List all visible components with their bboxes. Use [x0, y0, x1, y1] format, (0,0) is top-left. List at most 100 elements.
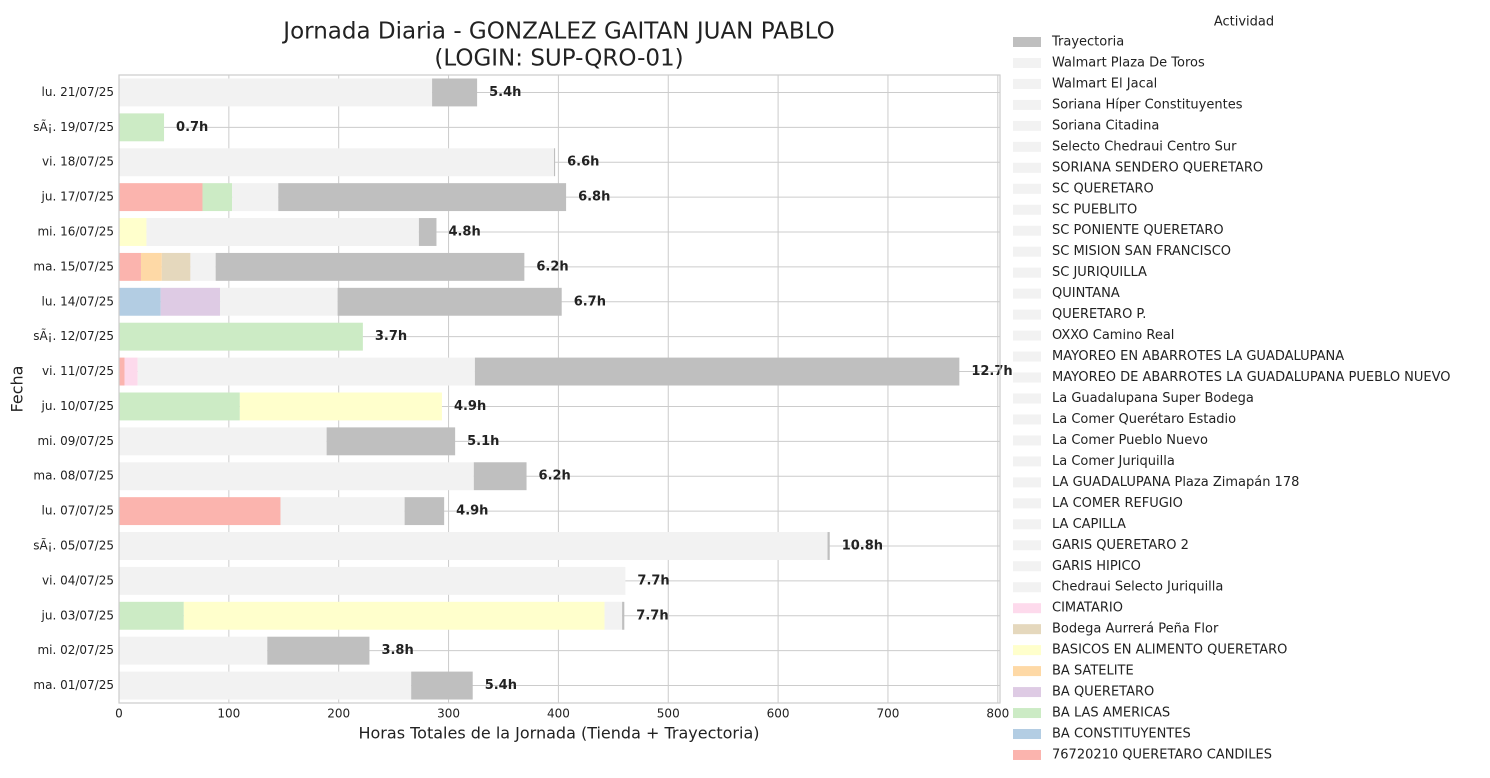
- y-tick-label: vi. 11/07/25: [42, 364, 114, 378]
- total-label: 4.9h: [456, 504, 488, 519]
- legend-swatch: [1013, 519, 1041, 530]
- bar-segment: [418, 218, 437, 246]
- bar-segment: [326, 427, 456, 456]
- bar-segment: [622, 601, 625, 630]
- legend-swatch: [1013, 141, 1041, 152]
- total-label: 5.1h: [467, 434, 499, 449]
- legend-label: 76720210 QUERETARO CANDILES: [1052, 747, 1272, 762]
- y-tick-label: lu. 07/07/25: [42, 504, 114, 518]
- bar-segment: [119, 357, 125, 386]
- legend-swatch: [1013, 645, 1041, 656]
- x-tick-label: 400: [547, 707, 570, 721]
- bar-segment: [215, 252, 525, 281]
- y-tick-label: mi. 09/07/25: [37, 434, 114, 448]
- legend-label: Walmart Plaza De Toros: [1052, 55, 1205, 70]
- legend-label: La Guadalupana Super Bodega: [1052, 391, 1254, 406]
- legend-label: BA LAS AMERICAS: [1052, 706, 1170, 721]
- legend-swatch: [1013, 603, 1041, 614]
- bar-segment: [190, 252, 216, 281]
- bar-segment: [554, 148, 556, 177]
- bar-segment: [119, 427, 327, 456]
- total-label: 7.7h: [636, 608, 668, 623]
- plot-frame: [118, 74, 1001, 704]
- legend-swatch: [1013, 267, 1041, 278]
- bar-segment: [119, 601, 184, 630]
- total-label: 6.2h: [536, 259, 568, 274]
- legend-label: Soriana Híper Constituyentes: [1052, 97, 1243, 112]
- legend-label: QUERETARO P.: [1052, 307, 1146, 322]
- x-tick-label: 100: [217, 707, 240, 721]
- bar-segment: [119, 392, 240, 421]
- legend-label: La Comer Pueblo Nuevo: [1052, 433, 1208, 448]
- total-label: 6.8h: [578, 190, 610, 205]
- bar-segment: [827, 532, 830, 560]
- legend-label: BA SATELITE: [1052, 664, 1134, 679]
- x-tick-label: 700: [876, 707, 899, 721]
- bar-segment: [278, 183, 567, 212]
- x-tick-label: 600: [767, 707, 790, 721]
- total-label: 4.8h: [448, 225, 480, 240]
- legend-label: Selecto Chedraui Centro Sur: [1052, 139, 1237, 154]
- bar-segment: [432, 78, 478, 107]
- legend-label: MAYOREO EN ABARROTES LA GUADALUPANA: [1052, 349, 1344, 364]
- x-tick-label: 0: [115, 707, 123, 721]
- bar-segment: [119, 636, 268, 665]
- x-tick-label: 800: [986, 707, 1009, 721]
- legend-swatch: [1013, 708, 1041, 719]
- y-tick-label: lu. 21/07/25: [42, 85, 114, 99]
- x-tick-label: 500: [657, 707, 680, 721]
- legend-label: La Comer Querétaro Estadio: [1052, 412, 1236, 427]
- legend-label: LA CAPILLA: [1052, 517, 1126, 532]
- bar-segment: [337, 287, 562, 316]
- x-tick-label: 200: [327, 707, 350, 721]
- total-label: 5.4h: [485, 678, 517, 693]
- total-label: 5.4h: [489, 85, 521, 100]
- bar-segment: [183, 601, 605, 630]
- legend-label: CIMATARIO: [1052, 601, 1123, 616]
- bar-segment: [232, 183, 279, 212]
- legend-swatch: [1013, 372, 1041, 383]
- bar-segment: [119, 183, 203, 212]
- y-tick-label: mi. 02/07/25: [37, 643, 114, 657]
- bar-segment: [119, 287, 161, 316]
- legend-label: Soriana Citadina: [1052, 118, 1159, 133]
- legend-label: LA COMER REFUGIO: [1052, 496, 1183, 511]
- y-tick-label: ju. 17/07/25: [41, 190, 114, 204]
- legend-swatch: [1013, 540, 1041, 551]
- legend-swatch: [1013, 162, 1041, 173]
- legend-swatch: [1013, 687, 1041, 698]
- legend-swatch: [1013, 309, 1041, 320]
- bar-segment: [404, 497, 445, 526]
- bar-segment: [146, 218, 419, 246]
- total-label: 3.8h: [381, 643, 413, 658]
- y-axis-label: Fecha: [8, 366, 27, 413]
- legend-title: Actividad: [1214, 15, 1274, 30]
- legend-swatch: [1013, 351, 1041, 362]
- legend-swatch: [1013, 393, 1041, 404]
- legend-label: SC PONIENTE QUERETARO: [1052, 223, 1224, 238]
- y-tick-label: lu. 14/07/25: [42, 294, 114, 308]
- legend-swatch: [1013, 183, 1041, 194]
- legend-label: BA CONSTITUYENTES: [1052, 727, 1191, 742]
- legend-swatch: [1013, 477, 1041, 488]
- bar-segment: [119, 252, 141, 281]
- legend-label: BA QUERETARO: [1052, 685, 1154, 700]
- legend-swatch: [1013, 729, 1041, 740]
- chart-subtitle: (LOGIN: SUP-QRO-01): [434, 46, 683, 72]
- legend-label: SORIANA SENDERO QUERETARO: [1052, 160, 1263, 175]
- legend-label: GARIS QUERETARO 2: [1052, 538, 1189, 553]
- legend-label: SC PUEBLITO: [1052, 202, 1137, 217]
- legend-label: OXXO Camino Real: [1052, 328, 1174, 343]
- bar-segment: [220, 287, 338, 316]
- bar-segment: [119, 671, 412, 700]
- legend-label: SC JURIQUILLA: [1052, 265, 1147, 280]
- bar-segment: [140, 252, 162, 281]
- bar-segment: [119, 322, 363, 351]
- y-tick-label: vi. 04/07/25: [42, 573, 114, 587]
- bar-segment: [137, 357, 475, 386]
- y-tick-label: sÃ¡. 05/07/25: [33, 538, 114, 553]
- total-label: 6.7h: [574, 294, 606, 309]
- legend-label: QUINTANA: [1052, 286, 1120, 301]
- bar-segment: [119, 462, 474, 491]
